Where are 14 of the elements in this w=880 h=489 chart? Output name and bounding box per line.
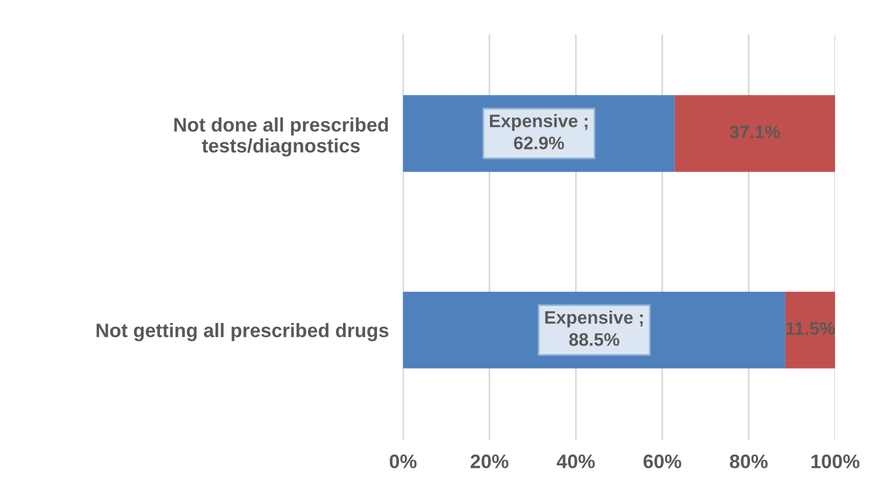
data-label: Expensive ; 62.9%: [490, 114, 588, 150]
x-tick-label: 100%: [811, 454, 860, 468]
y-tick-label: Not getting all prescribed drugs: [96, 322, 388, 342]
data-label: Expensive ; 88.5%: [545, 310, 643, 346]
bar: [674, 95, 836, 172]
y-tick-label: Not done all prescribed tests/diagnostics: [174, 117, 388, 157]
x-tick-label: 0%: [390, 454, 417, 468]
x-tick-label: 20%: [470, 454, 508, 468]
x-tick-label: 80%: [730, 454, 768, 468]
x-tick-label: 40%: [556, 454, 595, 468]
bar: [785, 292, 836, 368]
data-label: 11.5%: [786, 322, 835, 335]
data-label: 37.1%: [730, 126, 780, 138]
x-tick-label: 60%: [644, 454, 682, 468]
